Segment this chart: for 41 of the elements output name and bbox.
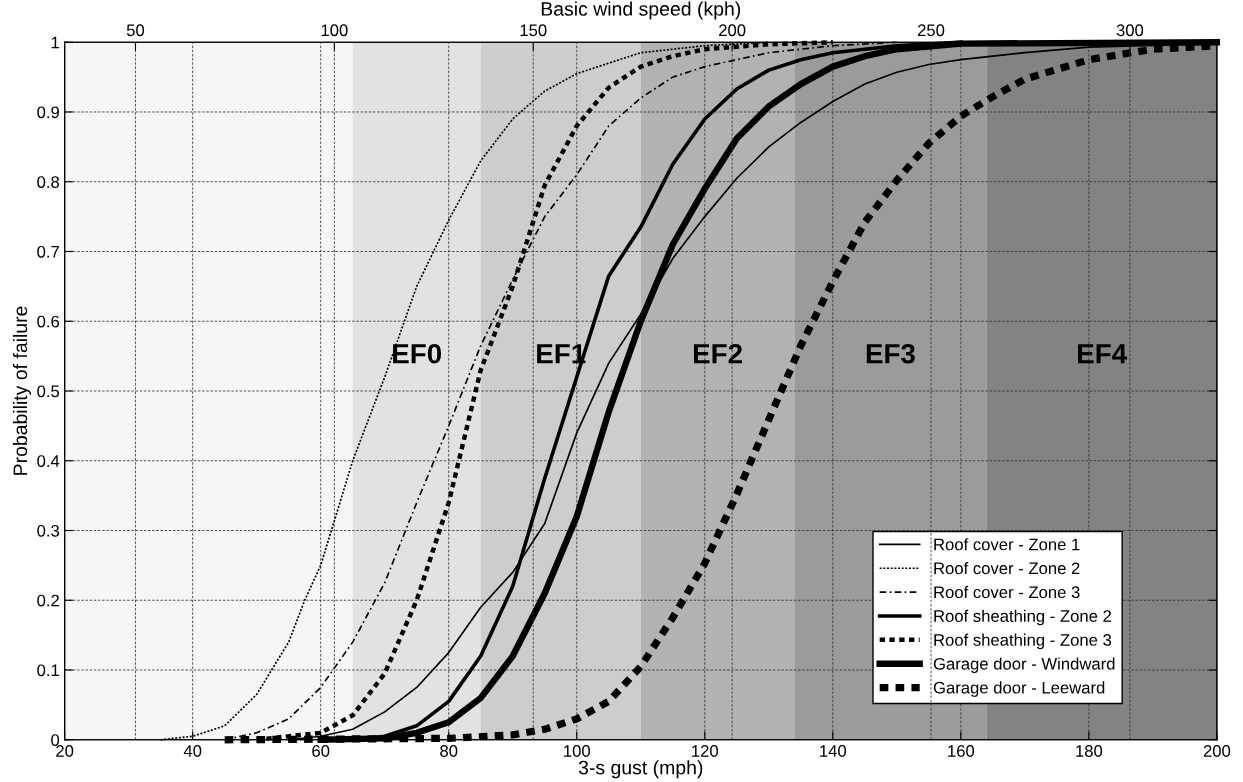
x2-tick-label: 50 — [126, 24, 145, 37]
x-tick-label: 140 — [820, 745, 847, 757]
y-tick-label: 0.3 — [37, 524, 60, 537]
legend-label: Roof sheathing - Zone 3 — [934, 633, 1112, 650]
legend-label: Roof cover - Zone 1 — [934, 538, 1080, 551]
legend-label: Garage door - Leeward — [933, 681, 1105, 697]
x-axis-title: 3-s gust (mph) — [578, 760, 703, 779]
y-tick-label: 0.8 — [37, 176, 60, 188]
x2-tick-label: 200 — [719, 24, 746, 37]
y-tick-label: 0.9 — [37, 106, 59, 119]
x-tick-label: 200 — [1203, 745, 1231, 757]
y-axis-title: Probability of failure — [12, 306, 32, 475]
y-tick-label: 0.5 — [37, 385, 60, 398]
band-label: EF3 — [866, 343, 915, 364]
y-tick-label: 0.7 — [37, 245, 59, 258]
x2-tick-label: 100 — [321, 24, 348, 37]
legend-label: Roof sheathing - Zone 2 — [934, 609, 1111, 626]
band-label: EF2 — [693, 343, 742, 364]
y-tick-label: 0 — [51, 734, 60, 746]
x2-tick-label: 150 — [520, 24, 547, 37]
y-tick-label: 1 — [51, 36, 59, 49]
x2-tick-label: 250 — [917, 24, 945, 37]
x-tick-label: 180 — [1076, 745, 1103, 757]
x-tick-label: 20 — [56, 745, 74, 757]
band-label: EF4 — [1078, 344, 1127, 364]
band-label: EF0 — [393, 343, 442, 364]
x-tick-label: 80 — [440, 745, 458, 757]
x-tick-label: 100 — [564, 745, 591, 757]
x-tick-label: 160 — [948, 745, 975, 757]
legend-label: Garage door - Windward — [933, 657, 1115, 673]
x-tick-label: 120 — [692, 745, 719, 757]
x-tick-label: 40 — [183, 745, 202, 757]
legend-label: Roof cover - Zone 3 — [934, 585, 1080, 599]
legend-label: Roof cover - Zone 2 — [934, 562, 1080, 575]
x2-axis-title: Basic wind speed (kph) — [541, 1, 741, 20]
x-tick-label: 60 — [312, 745, 330, 757]
x2-tick-label: 300 — [1116, 24, 1144, 37]
y-tick-label: 0.2 — [37, 594, 59, 607]
y-tick-label: 0.6 — [37, 315, 60, 328]
y-tick-label: 0.4 — [37, 455, 60, 467]
y-tick-label: 0.1 — [37, 664, 59, 677]
